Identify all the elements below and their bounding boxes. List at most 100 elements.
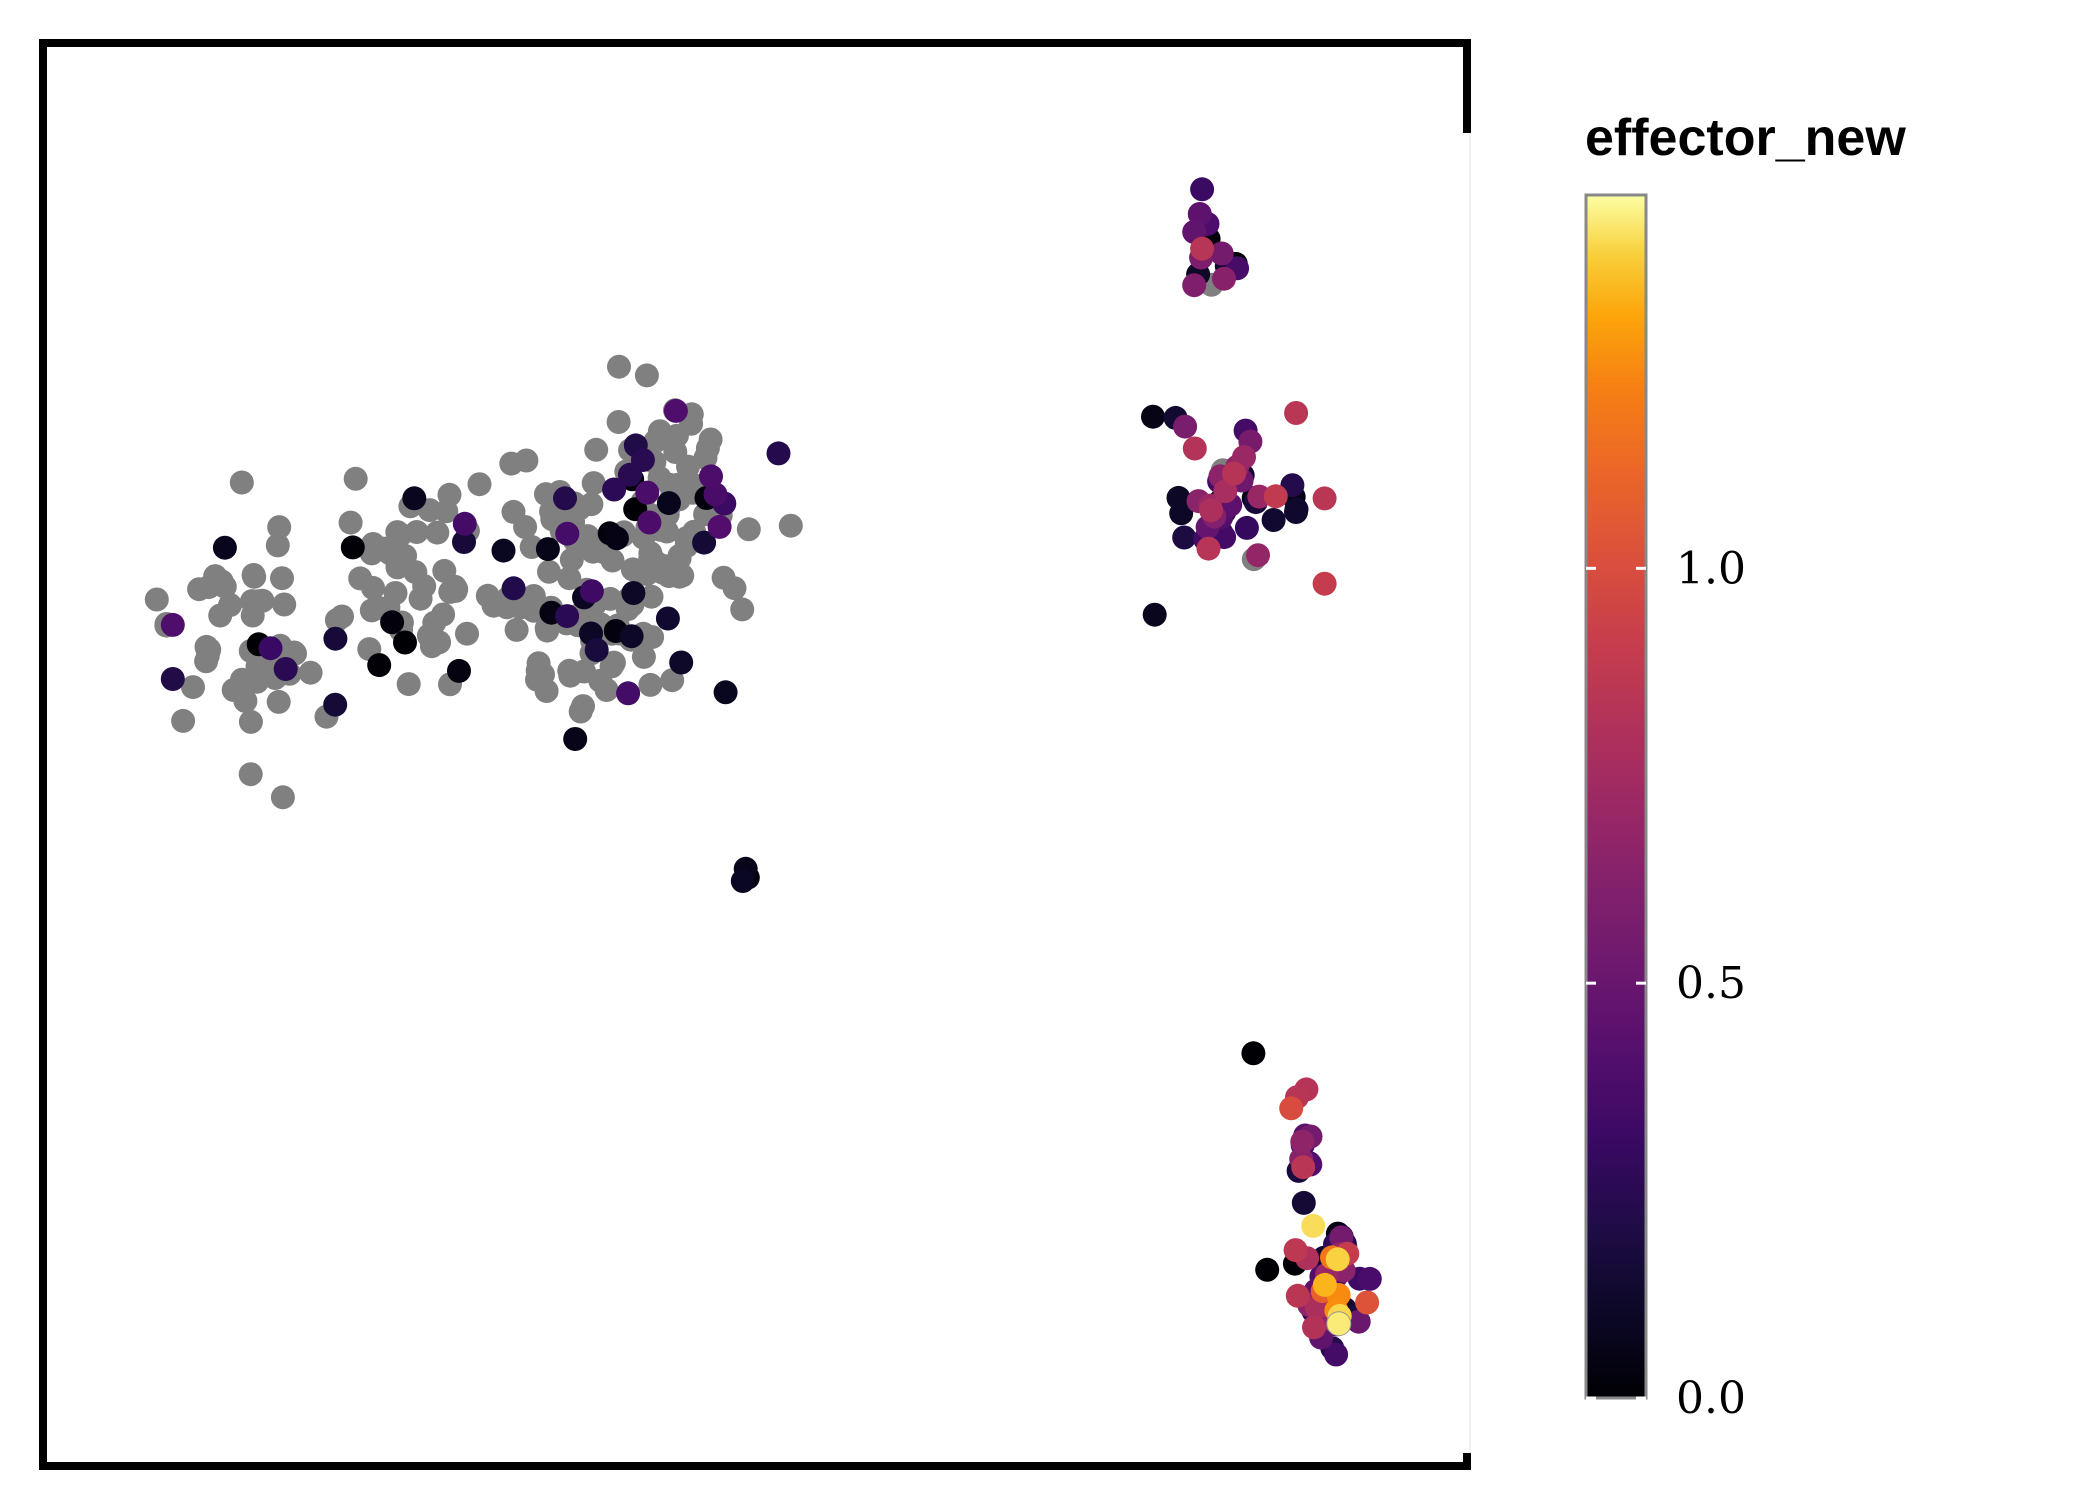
scatter-point xyxy=(1279,1096,1304,1121)
scatter-point xyxy=(699,464,723,489)
scatter-point-na xyxy=(377,541,402,566)
points-layer xyxy=(144,177,1382,1367)
scatter-point-na xyxy=(338,510,363,535)
scatter-point-na xyxy=(736,517,761,542)
scatter-point xyxy=(1213,479,1238,504)
scatter-point-na xyxy=(558,663,583,688)
scatter-point xyxy=(584,638,609,662)
scatter-point-na xyxy=(634,363,659,388)
scatter-point-highlight xyxy=(1326,1311,1352,1337)
scatter-point-na xyxy=(559,547,584,572)
scatter-point xyxy=(1209,241,1234,266)
scatter-point xyxy=(1141,404,1165,429)
scatter-point-na xyxy=(521,598,546,623)
scatter-point xyxy=(637,510,662,535)
scatter-point xyxy=(340,535,365,560)
scatter-point xyxy=(380,610,405,635)
scatter-point-na xyxy=(187,577,212,602)
scatter-point-na xyxy=(571,694,595,719)
scatter-point xyxy=(1302,1315,1326,1340)
scatter-point-na xyxy=(730,597,755,622)
scatter-point xyxy=(447,658,471,683)
scatter-point-highlight xyxy=(1284,401,1309,425)
scatter-point-na xyxy=(270,785,295,810)
scatter-point-na xyxy=(412,574,437,599)
scatter-point xyxy=(1199,498,1224,523)
scatter-point-na xyxy=(427,630,452,655)
scatter-point-na xyxy=(670,563,695,588)
scatter-point xyxy=(619,624,644,649)
scatter-point-na xyxy=(501,499,526,524)
scatter-point-highlight xyxy=(1291,1155,1316,1180)
scatter-point-na xyxy=(467,472,492,497)
scatter-point-na xyxy=(638,672,663,697)
scatter-point xyxy=(730,869,755,893)
scatter-point xyxy=(635,480,660,505)
scatter-point xyxy=(707,514,732,539)
scatter-point-na xyxy=(396,672,421,697)
plot-frame xyxy=(39,39,1471,1470)
scatter-point-na xyxy=(242,564,267,589)
scatter-point-na xyxy=(432,558,457,583)
scatter-point-na xyxy=(660,668,685,693)
scatter-point xyxy=(323,692,348,717)
scatter-point xyxy=(367,653,392,678)
scatter-point xyxy=(1234,515,1259,540)
scatter-point xyxy=(452,530,476,554)
scatter-point xyxy=(1357,1266,1382,1291)
scatter-point xyxy=(621,581,646,605)
scatter-point xyxy=(616,681,641,706)
scatter-point-na xyxy=(663,440,688,464)
scatter-point xyxy=(212,535,237,560)
scatter-point xyxy=(258,636,283,661)
scatter-point xyxy=(1325,1247,1350,1272)
scatter-point-na xyxy=(504,617,529,642)
colorbar-tick-label: 0.5 xyxy=(1676,958,1746,1009)
scatter-point-na xyxy=(537,559,561,584)
scatter-point xyxy=(663,398,688,423)
scatter-point xyxy=(160,667,185,691)
scatter-point-na xyxy=(298,660,323,685)
scatter-point xyxy=(579,579,604,604)
scatter-point-na xyxy=(209,569,234,594)
scatter-point xyxy=(1355,1290,1380,1315)
scatter-point-na xyxy=(778,513,803,538)
scatter-point xyxy=(1285,1283,1310,1308)
scatter-point-na xyxy=(265,533,290,558)
scatter-point xyxy=(555,521,580,546)
scatter-point-na xyxy=(643,429,668,454)
scatter-point-na xyxy=(266,689,291,714)
scatter-point xyxy=(1284,500,1308,524)
scatter-point xyxy=(1263,484,1288,509)
scatter-point xyxy=(1324,1342,1349,1367)
scatter-point-na xyxy=(144,587,169,612)
scatter-point xyxy=(1190,177,1215,202)
scatter-point xyxy=(1182,273,1207,298)
scatter-point-na xyxy=(171,708,196,733)
scatter-point xyxy=(1346,1309,1371,1334)
scatter-point-na xyxy=(606,410,631,434)
scatter-point xyxy=(1255,1257,1280,1282)
colorbar-tick-label: 1.0 xyxy=(1676,543,1746,594)
scatter-point-na xyxy=(455,621,479,646)
scatter-point-na xyxy=(475,583,500,608)
scatter-point xyxy=(1222,461,1247,486)
scatter-point xyxy=(553,486,577,511)
scatter-point-na xyxy=(238,762,263,787)
scatter-point-na xyxy=(425,520,450,545)
scatter-point xyxy=(393,630,417,655)
scatter-point xyxy=(535,537,560,562)
colorbar-title: effector_new xyxy=(1585,109,1906,167)
scatter-point-na xyxy=(640,625,665,650)
scatter-point-na xyxy=(343,466,368,491)
scatter-point-na xyxy=(404,520,429,544)
scatter-point-na xyxy=(722,576,747,601)
scatter-point-na xyxy=(581,471,606,496)
scatter-point xyxy=(555,604,580,629)
scatter-point-na xyxy=(514,448,539,473)
scatter-point xyxy=(1169,501,1194,526)
scatter-point xyxy=(563,727,588,751)
scatter-point xyxy=(1312,1272,1337,1297)
